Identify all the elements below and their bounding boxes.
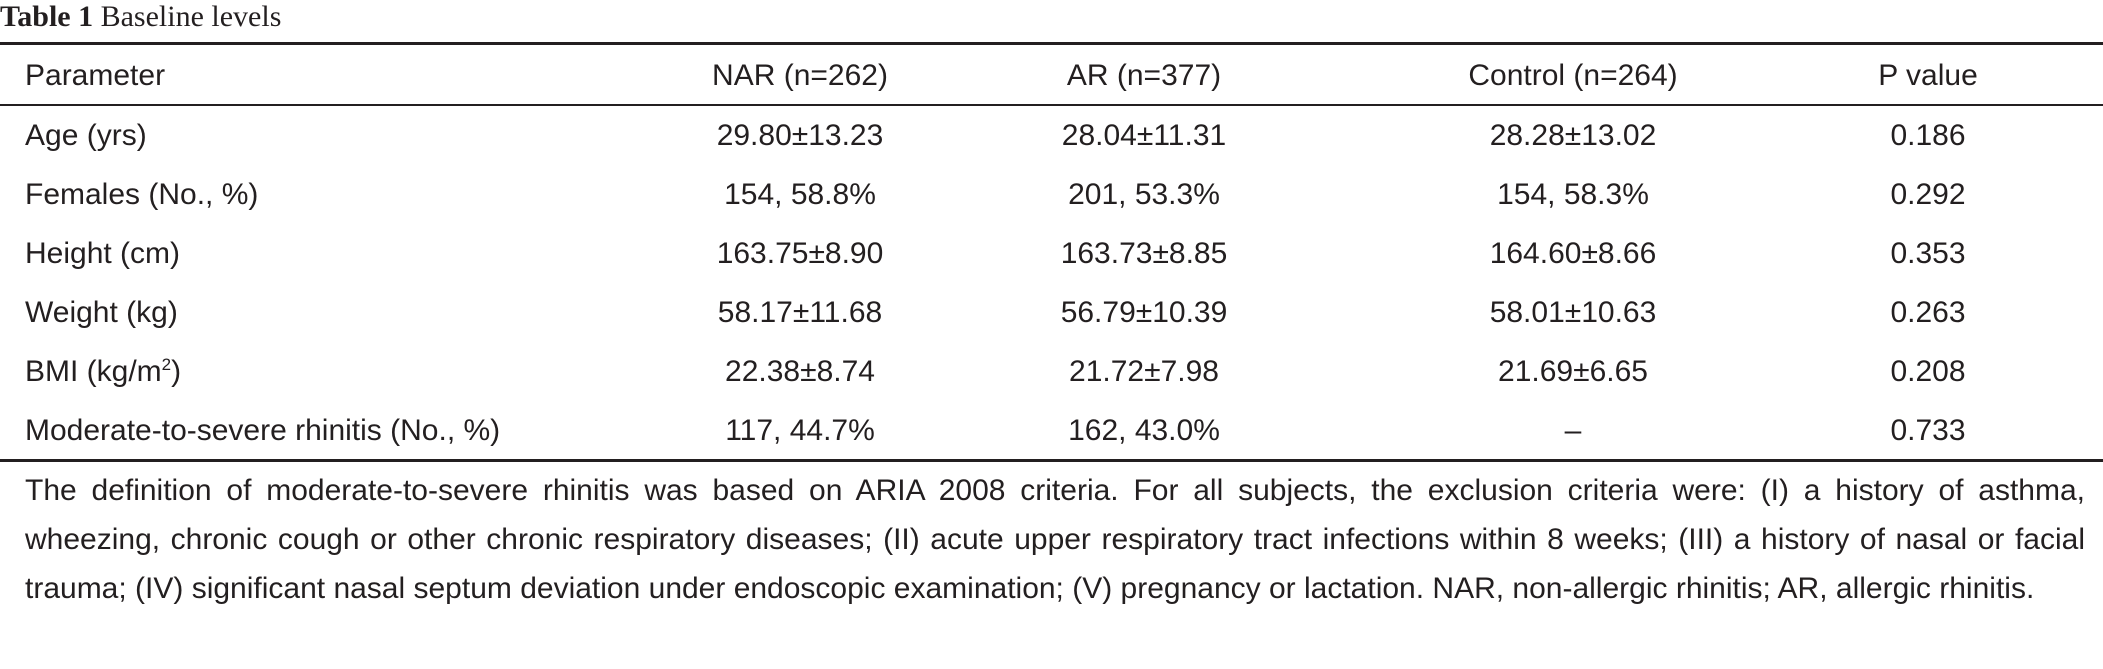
cell-p-value: 0.186 <box>1890 119 1966 152</box>
table-row: Age (yrs) 29.80±13.23 28.04±11.31 28.28±… <box>0 107 2103 165</box>
cell-nar: 163.75±8.90 <box>716 237 884 270</box>
cell-ar: 163.73±8.85 <box>1060 237 1228 270</box>
cell-nar: 117, 44.7% <box>725 414 875 447</box>
cell-ar: 201, 53.3% <box>1068 178 1220 211</box>
cell-control: 28.28±13.02 <box>1489 119 1657 152</box>
cell-control: 21.69±6.65 <box>1498 355 1648 388</box>
table-caption-title: Baseline levels <box>100 0 282 33</box>
table-header-rule <box>0 104 2103 106</box>
cell-p-value: 0.208 <box>1890 355 1966 388</box>
table-row: Height (cm) 163.75±8.90 163.73±8.85 164.… <box>0 225 2103 283</box>
table-caption: Table 1 Baseline levels <box>0 0 281 36</box>
cell-parameter: BMI (kg/m2) <box>25 343 181 401</box>
cell-nar: 29.80±13.23 <box>716 119 884 152</box>
cell-nar: 154, 58.8% <box>724 178 876 211</box>
cell-parameter: Age (yrs) <box>25 119 147 152</box>
cell-ar: 162, 43.0% <box>1068 414 1220 447</box>
header-control: Control (n=264) <box>1468 59 1678 92</box>
table-caption-label: Table 1 <box>0 0 94 33</box>
cell-ar: 21.72±7.98 <box>1069 355 1219 388</box>
cell-control: – <box>1564 414 1582 447</box>
cell-parameter: Height (cm) <box>25 237 181 270</box>
cell-p-value: 0.292 <box>1890 178 1966 211</box>
cell-control: 154, 58.3% <box>1497 178 1649 211</box>
table-bottom-rule <box>0 459 2103 462</box>
header-p-value: P value <box>1878 59 1978 92</box>
cell-ar: 28.04±11.31 <box>1061 119 1227 152</box>
cell-control: 164.60±8.66 <box>1489 237 1657 270</box>
header-parameter: Parameter <box>25 59 166 92</box>
cell-parameter: Females (No., %) <box>25 178 259 211</box>
table-row: Weight (kg) 58.17±11.68 56.79±10.39 58.0… <box>0 284 2103 342</box>
cell-control: 58.01±10.63 <box>1489 296 1657 329</box>
cell-p-value: 0.263 <box>1890 296 1966 329</box>
header-nar: NAR (n=262) <box>712 59 888 92</box>
cell-nar: 58.17±11.68 <box>717 296 883 329</box>
cell-nar: 22.38±8.74 <box>725 355 875 388</box>
table-row: BMI (kg/m2) 22.38±8.74 21.72±7.98 21.69±… <box>0 343 2103 401</box>
table-row: Females (No., %) 154, 58.8% 201, 53.3% 1… <box>0 166 2103 224</box>
table-footnote: The definition of moderate-to-severe rhi… <box>25 474 2085 605</box>
cell-p-value: 0.353 <box>1890 237 1966 270</box>
superscript: 2 <box>161 355 172 374</box>
cell-parameter-text: BMI (kg/m <box>25 355 162 388</box>
cell-ar: 56.79±10.39 <box>1060 296 1228 329</box>
cell-parameter-tail: ) <box>171 355 182 388</box>
table-top-rule <box>0 42 2103 45</box>
table-header-row: Parameter NAR (n=262) AR (n=377) Control… <box>0 47 2103 105</box>
cell-parameter: Moderate-to-severe rhinitis (No., %) <box>25 414 501 447</box>
table-row: Moderate-to-severe rhinitis (No., %) 117… <box>0 402 2103 460</box>
header-ar: AR (n=377) <box>1066 59 1222 92</box>
cell-parameter: Weight (kg) <box>25 296 178 329</box>
cell-p-value: 0.733 <box>1890 414 1966 447</box>
